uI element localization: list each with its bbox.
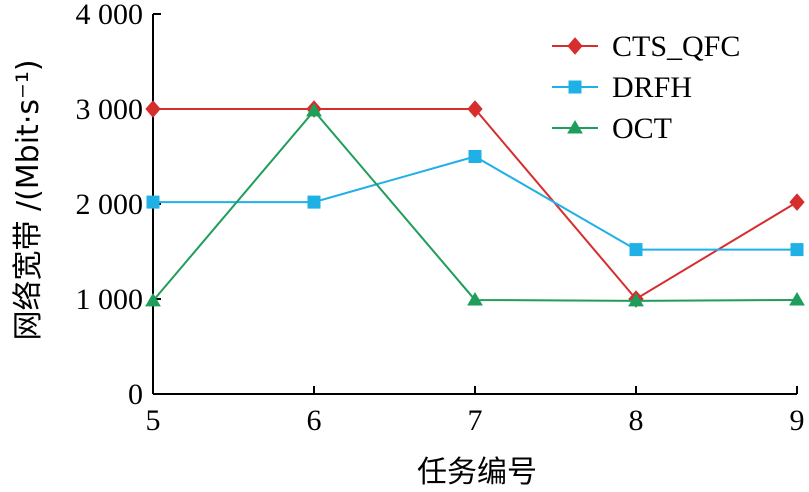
x-axis-title: 任务编号: [417, 455, 537, 490]
series-line: [153, 108, 798, 301]
series-line: [153, 155, 797, 251]
x-ticks: 5 6 7 8 9: [146, 386, 805, 437]
x-tick-label: 7: [468, 404, 483, 437]
data-point: [468, 150, 482, 163]
y-axis-title: 网络宽带 /(Mbit·s⁻¹): [11, 59, 46, 340]
x-tick-label: 6: [307, 404, 322, 437]
y-tick-label: 0: [128, 378, 143, 411]
legend-marker: [568, 80, 582, 94]
data-point: [307, 195, 321, 209]
x-tick-label: 9: [790, 404, 805, 437]
data-point: [629, 243, 643, 257]
y-ticks: 0 1 000 2 000 3 000 4 000: [76, 0, 161, 411]
y-tick-label: 2 000: [76, 188, 144, 221]
x-tick-label: 8: [629, 404, 644, 437]
data-point: [467, 291, 483, 306]
series-oct: [145, 102, 805, 307]
y-tick-label: 3 000: [76, 93, 144, 126]
series-line: [152, 109, 798, 302]
data-point: [145, 292, 161, 307]
series-layer: [145, 100, 805, 308]
legend-label: OCT: [612, 112, 672, 145]
data-point: [789, 291, 805, 306]
legend-marker: [567, 37, 583, 55]
series-drfh: [146, 150, 804, 257]
data-point: [628, 292, 644, 307]
legend-item: CTS_QFC: [552, 30, 740, 63]
x-tick-label: 5: [146, 404, 161, 437]
series-cts_qfc: [145, 100, 805, 308]
legend: CTS_QFC DRFH OCT: [552, 30, 740, 145]
legend-label: DRFH: [612, 71, 692, 104]
data-point: [146, 195, 160, 209]
legend-marker: [567, 120, 583, 134]
data-point: [145, 100, 161, 118]
y-tick-label: 1 000: [76, 283, 144, 316]
data-point: [789, 193, 805, 211]
data-point: [790, 243, 804, 257]
legend-item: DRFH: [552, 71, 692, 104]
axes: [152, 14, 797, 395]
y-tick-label: 4 000: [76, 0, 144, 31]
legend-label: CTS_QFC: [612, 30, 740, 63]
legend-item: OCT: [552, 112, 672, 145]
data-point: [467, 100, 483, 118]
data-point: [306, 102, 322, 117]
